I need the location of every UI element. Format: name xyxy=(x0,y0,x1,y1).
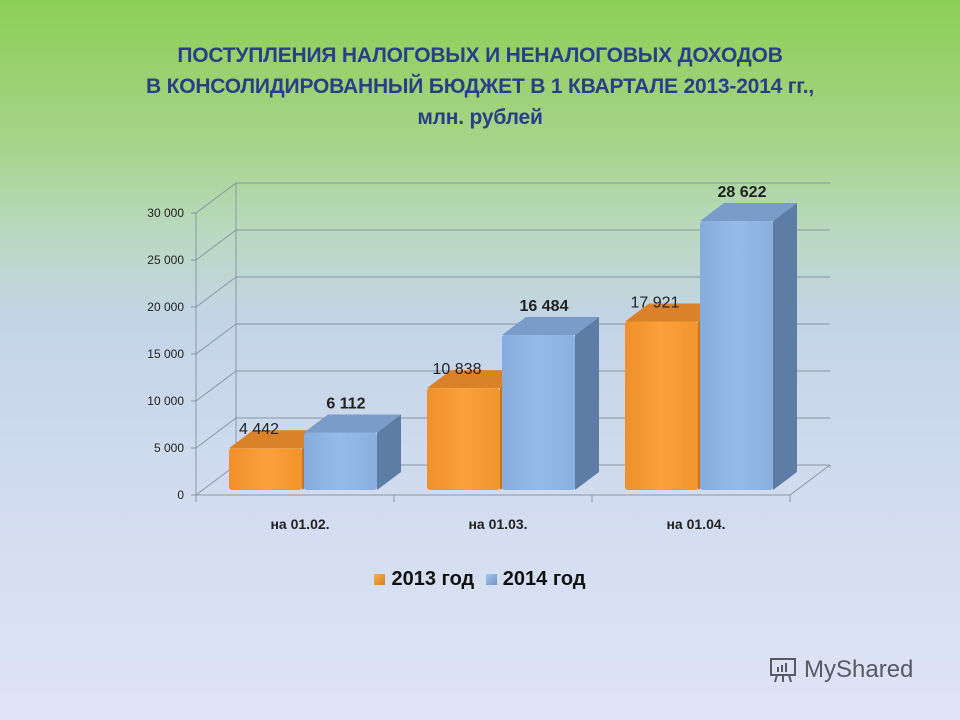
presentation-board-icon xyxy=(770,658,796,683)
legend-label-2013: 2013 год xyxy=(391,568,475,590)
y-tick-label: 10 000 xyxy=(147,394,184,408)
title-line-3: млн. рублей xyxy=(417,106,543,129)
data-label: 16 484 xyxy=(520,298,569,315)
legend-swatch-2013 xyxy=(374,574,386,585)
bar-2014-год-3: 28 622 xyxy=(700,184,797,491)
y-tick-label: 25 000 xyxy=(147,253,184,267)
bar-2014-год-1: 6 112 xyxy=(304,396,401,490)
y-axis: 0 5 000 10 000 15 000 20 000 25 000 30 000 xyxy=(147,206,196,502)
data-label: 6 112 xyxy=(326,396,365,413)
title-line-1: ПОСТУПЛЕНИЯ НАЛОГОВЫХ И НЕНАЛОГОВЫХ ДОХО… xyxy=(177,44,783,67)
data-label: 28 622 xyxy=(718,184,767,201)
y-tick-label: 0 xyxy=(177,488,184,502)
x-category-label: на 01.02. xyxy=(270,516,329,532)
legend-item-2014: 2014 год xyxy=(485,568,586,591)
x-category-label: на 01.03. xyxy=(468,516,527,532)
y-tick-label: 5 000 xyxy=(154,441,184,455)
legend-label-2014: 2014 год xyxy=(502,568,586,590)
data-label: 10 838 xyxy=(433,361,482,378)
title-line-2: В КОНСОЛИДИРОВАННЫЙ БЮДЖЕТ В 1 КВАРТАЛЕ … xyxy=(145,75,815,98)
bar-2014-год-2: 16 484 xyxy=(502,298,599,490)
legend-swatch-2014 xyxy=(485,574,497,585)
y-tick-label: 30 000 xyxy=(147,206,184,220)
bars: 4 442 6 112 10 838 16 484 17 921 28 622 xyxy=(229,184,797,491)
y-tick-label: 15 000 xyxy=(147,347,184,361)
y-tick-label: 20 000 xyxy=(147,300,184,314)
watermark-text: MyShared xyxy=(804,656,914,683)
chart-legend: 2013 год 2014 год xyxy=(0,568,960,591)
data-label: 4 442 xyxy=(239,421,279,438)
x-axis: на 01.02. на 01.03. на 01.04. xyxy=(195,495,791,532)
x-category-label: на 01.04. xyxy=(666,516,725,532)
legend-item-2013: 2013 год xyxy=(374,568,474,591)
chart-title: ПОСТУПЛЕНИЯ НАЛОГОВЫХ И НЕНАЛОГОВЫХ ДОХО… xyxy=(0,40,960,133)
watermark: MyShared xyxy=(768,655,913,685)
data-label: 17 921 xyxy=(631,295,680,312)
